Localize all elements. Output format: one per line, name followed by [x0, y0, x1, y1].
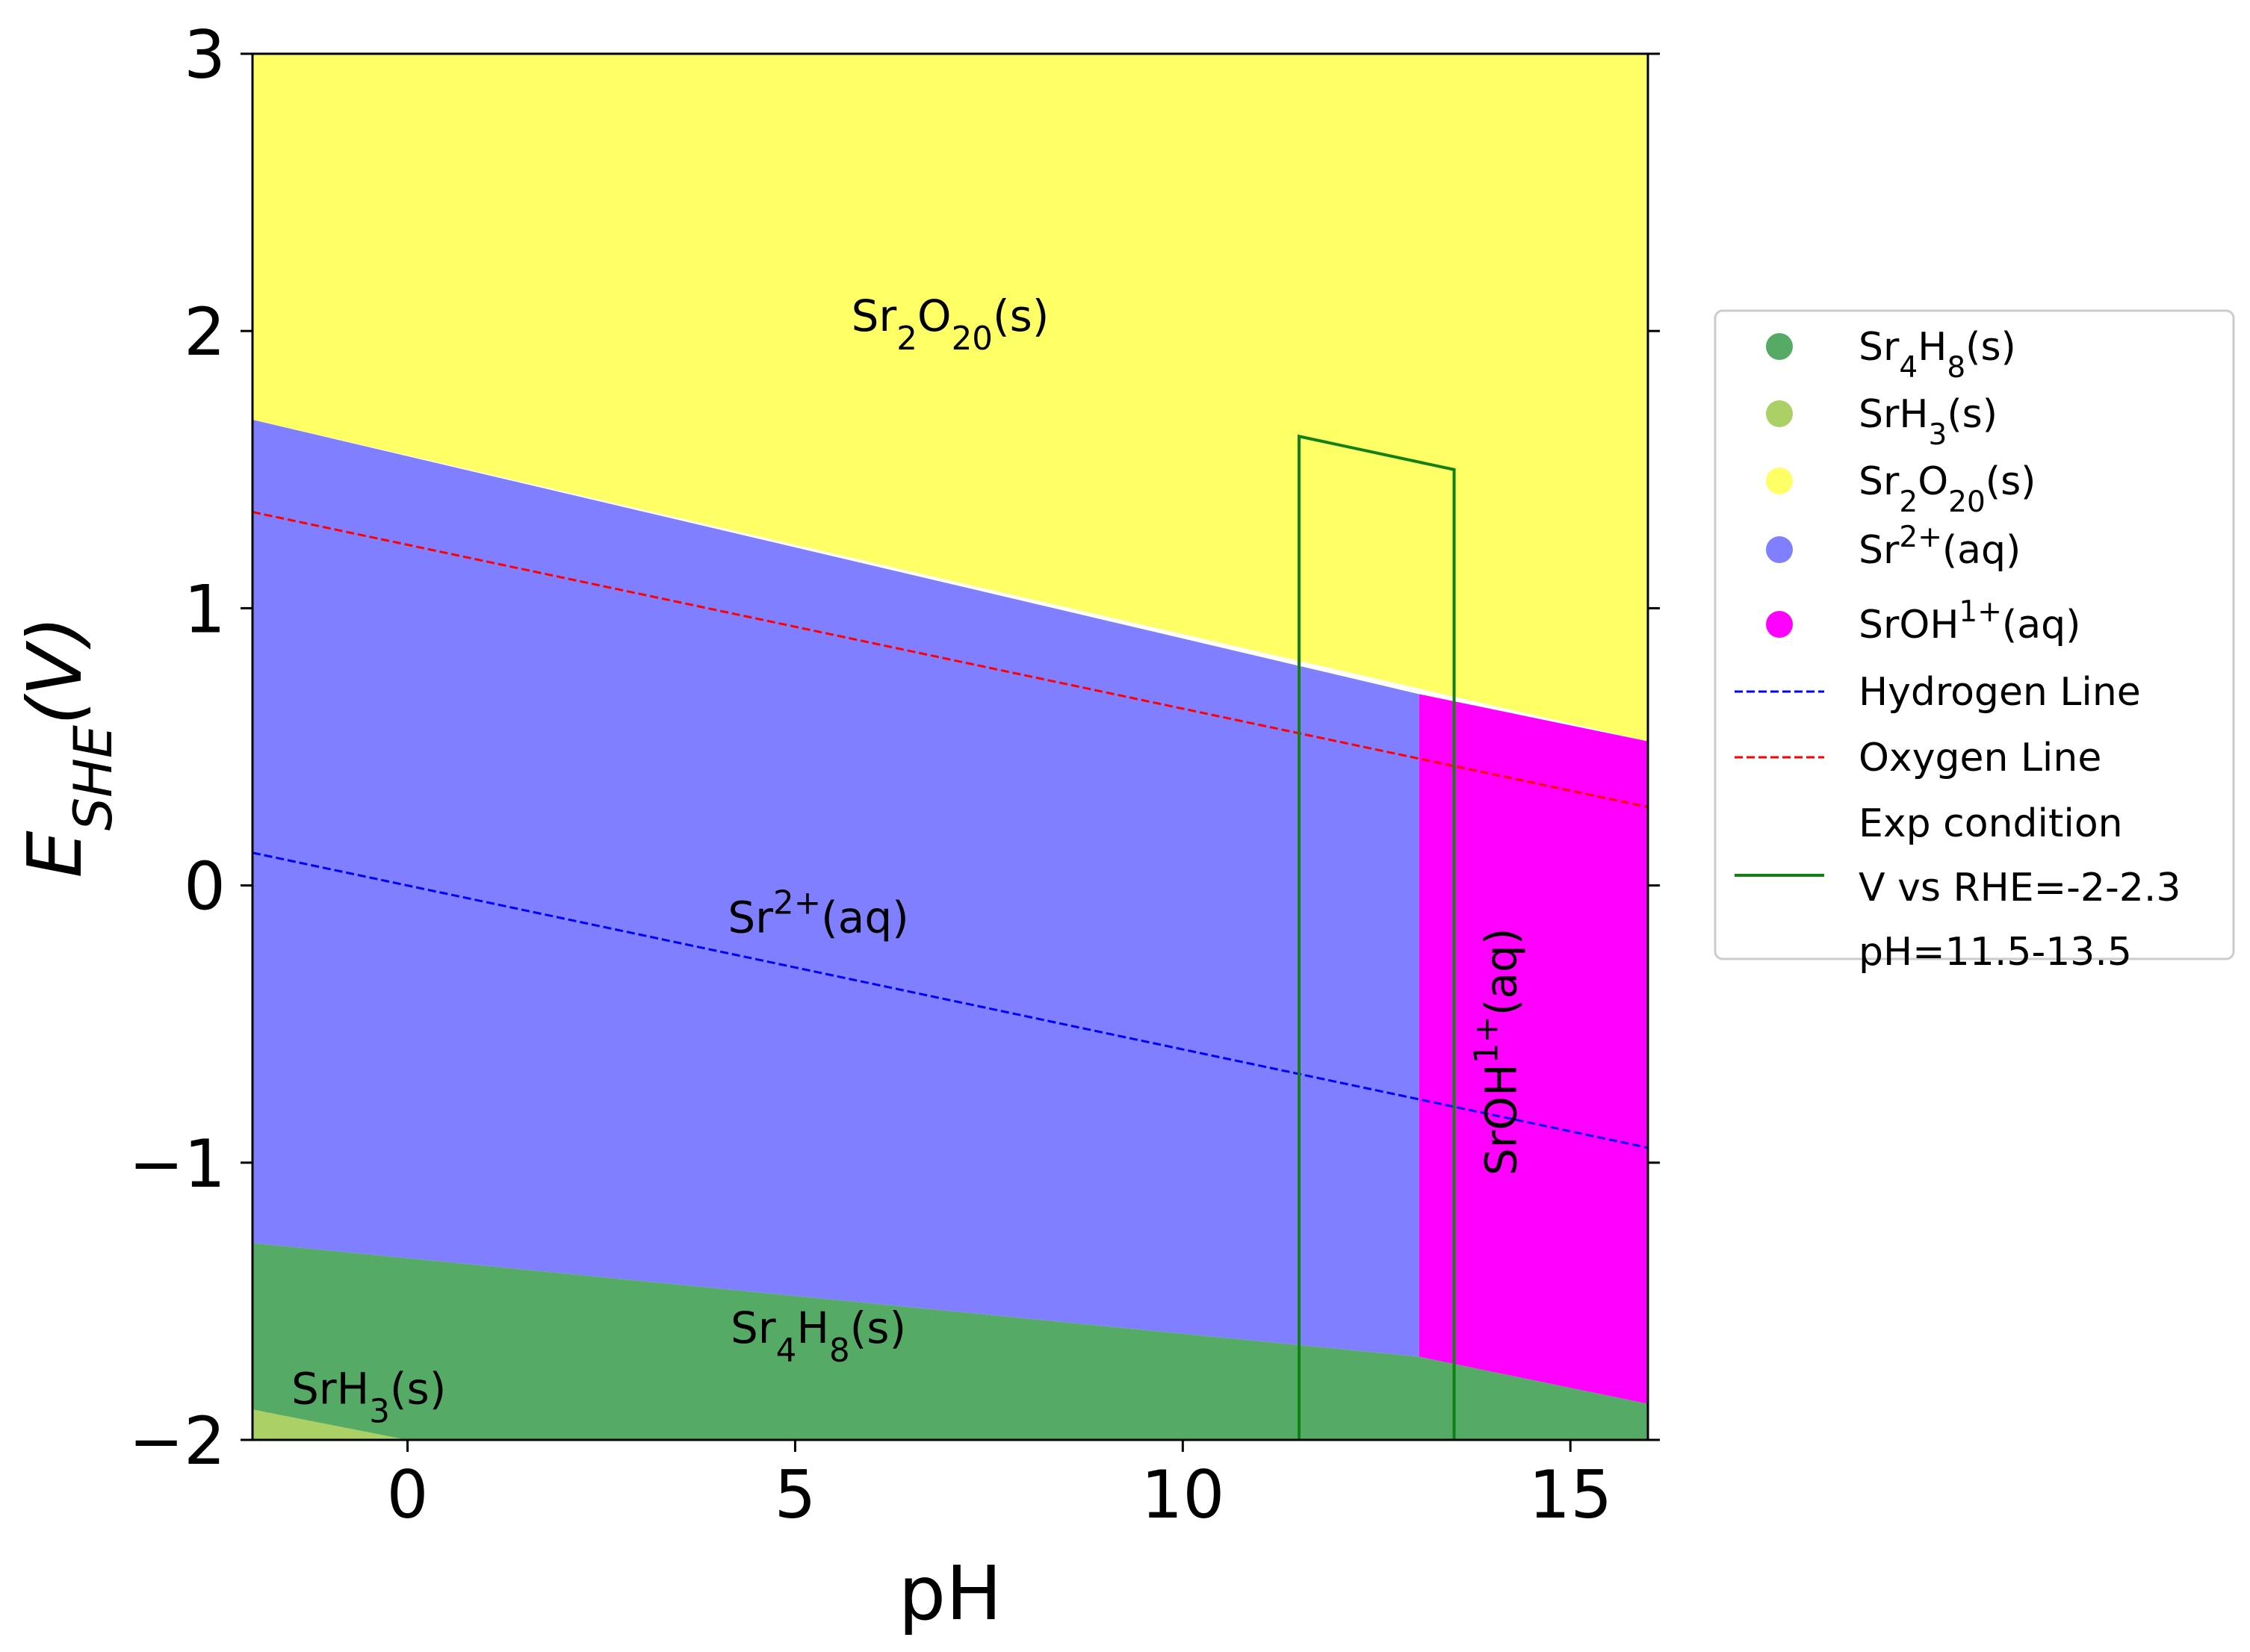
- region-label-lightgreen-part: SrH: [291, 1364, 369, 1415]
- y-tick-label: −1: [128, 1125, 226, 1202]
- region-label-blue-part: Sr: [728, 892, 773, 943]
- region-label-blue-part: (aq): [821, 892, 909, 943]
- legend-box: [1714, 309, 2235, 960]
- legend-label: V vs RHE=-2-2.3: [1859, 866, 2181, 910]
- region-label-magenta-part: 1+: [1469, 1016, 1506, 1063]
- region-lightgreen: [252, 1409, 408, 1440]
- legend-label: Sr2+(aq): [1859, 521, 2021, 574]
- stability-regions: [252, 54, 1648, 1440]
- y-tick-label: 1: [184, 571, 226, 648]
- legend-marker: [1766, 611, 1793, 638]
- legend-label: Sr2O20(s): [1859, 459, 2036, 519]
- legend-label: pH=11.5-13.5: [1859, 930, 2132, 975]
- legend-label-part: 3: [1929, 418, 1947, 452]
- legend-label-part: (s): [1986, 459, 2036, 504]
- legend-label-part: 2+: [1899, 521, 1942, 554]
- legend-label-part: (aq): [2002, 603, 2080, 648]
- legend-marker: [1766, 333, 1793, 360]
- legend-label-part: SrH: [1859, 392, 1929, 437]
- y-axis-label: ESHE(V): [11, 616, 124, 878]
- region-label-magenta: SrOH1+(aq): [1469, 928, 1527, 1176]
- region-label-magenta-part: (aq): [1476, 928, 1527, 1016]
- legend-label: Exp condition: [1859, 801, 2123, 846]
- y-axis-label-part: (V): [11, 616, 99, 725]
- legend-marker: [1766, 468, 1793, 494]
- legend-label-part: O: [1918, 459, 1948, 504]
- legend-label-part: (aq): [1942, 528, 2021, 573]
- oxygen-line: [252, 511, 1649, 809]
- y-tick-label: 0: [184, 848, 226, 925]
- region-magenta: [1419, 694, 1648, 1404]
- legend-label: SrH3(s): [1859, 392, 1998, 452]
- x-axis-label: pH: [899, 1550, 1002, 1637]
- legend-label-part: 2: [1899, 485, 1918, 519]
- legend-label-part: (s): [1947, 392, 1998, 437]
- legend-label-part: Sr: [1859, 459, 1900, 504]
- region-label-green-part: H: [796, 1302, 829, 1353]
- region-blue: [252, 419, 1419, 1357]
- region-label-lightgreen-part: 3: [369, 1394, 390, 1431]
- legend-label-part: 1+: [1959, 595, 2002, 629]
- axis-ticks: 0 5 10 15 −2 −1 0 1 2 3: [128, 16, 1660, 1533]
- legend-label-part: 8: [1947, 351, 1965, 385]
- legend-label: Oxygen Line: [1859, 736, 2101, 780]
- region-label-blue-part: 2+: [773, 885, 821, 922]
- legend-marker: [1766, 536, 1793, 563]
- legend-label-part: SrOH: [1859, 603, 1959, 648]
- region-label-lightgreen-part: (s): [390, 1364, 446, 1415]
- legend: Sr4H8(s)SrH3(s)Sr2O20(s)Sr2+(aq)SrOH1+(a…: [1714, 309, 2235, 975]
- exp-line: [1298, 434, 1456, 1440]
- hydrogen-line: [252, 851, 1649, 1149]
- region-label-green-part: 4: [776, 1332, 797, 1370]
- y-tick-label: 2: [184, 294, 226, 370]
- region-label-green-part: (s): [850, 1302, 906, 1353]
- chart-lines: [252, 434, 1649, 1440]
- legend-label-part: 4: [1899, 351, 1918, 385]
- y-axis-label-part: E: [11, 830, 99, 878]
- region-label-green-part: Sr: [731, 1302, 776, 1353]
- x-tick-label: 15: [1528, 1456, 1612, 1533]
- legend-label-part: H: [1918, 325, 1947, 370]
- region-labels: Sr2O20(s)Sr2+(aq)SrOH1+(aq)Sr4H8(s)SrH3(…: [291, 291, 1527, 1431]
- legend-label-part: Sr: [1859, 325, 1900, 370]
- region-label-yellow-part: (s): [993, 291, 1049, 341]
- region-label-green-part: 8: [829, 1332, 850, 1370]
- region-label-magenta-part: SrOH: [1476, 1063, 1527, 1176]
- region-label-yellow-part: 2: [896, 320, 917, 358]
- legend-label-part: Sr: [1859, 528, 1900, 573]
- legend-marker: [1766, 400, 1793, 427]
- region-label-yellow-part: 20: [952, 320, 993, 358]
- region-label-yellow-part: O: [917, 291, 952, 341]
- y-axis-label-part: SHE: [63, 724, 124, 830]
- region-label-lightgreen: SrH3(s): [291, 1364, 446, 1431]
- legend-label: Hydrogen Line: [1859, 670, 2141, 715]
- x-tick-label: 10: [1141, 1456, 1224, 1533]
- y-tick-label: 3: [184, 16, 226, 93]
- legend-label-part: 20: [1948, 485, 1986, 519]
- region-label-yellow-part: Sr: [852, 291, 897, 341]
- region-label-yellow: Sr2O20(s): [852, 291, 1050, 358]
- x-tick-label: 0: [387, 1456, 429, 1533]
- plot-frame: [251, 52, 1649, 1441]
- legend-label-part: (s): [1965, 325, 2016, 370]
- x-tick-label: 5: [774, 1456, 816, 1533]
- legend-label: Sr4H8(s): [1859, 325, 2016, 385]
- y-tick-label: −2: [128, 1403, 226, 1479]
- region-label-blue: Sr2+(aq): [728, 885, 908, 943]
- region-label-green: Sr4H8(s): [731, 1302, 906, 1370]
- legend-label: SrOH1+(aq): [1859, 595, 2080, 648]
